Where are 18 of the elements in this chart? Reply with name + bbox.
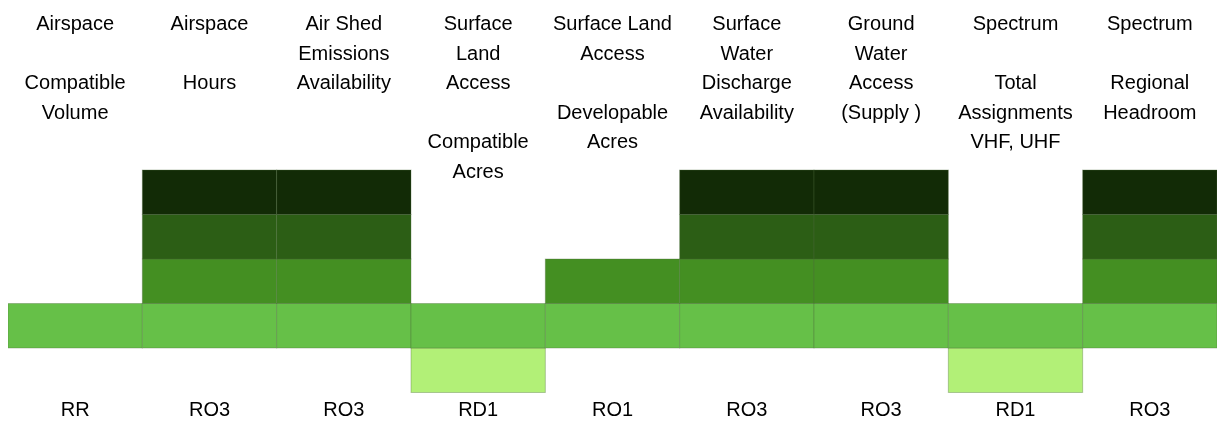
text: RO3: [726, 398, 768, 420]
text: RO3: [1129, 398, 1171, 420]
text: RO3: [323, 398, 365, 420]
text: RD1: [995, 398, 1036, 420]
category-label: Spectrum Total Assignments VHF, UHF: [958, 12, 1073, 152]
category-label: Surface Land Access Compatible Acres: [427, 12, 529, 182]
text: RD1: [458, 398, 499, 420]
text: RR: [60, 398, 90, 420]
x-tick-label: Ground Water Access (Supply ): [841, 12, 922, 123]
category-label: Airspace Compatible Volume: [24, 12, 126, 123]
text: RO3: [860, 398, 902, 420]
category-label: Airspace Hours: [170, 12, 249, 93]
category-label: Surface Land Access Developable Acres: [553, 12, 672, 152]
x-tick-label: Air Shed Emissions Availability: [296, 12, 391, 93]
category-label: Spectrum Regional Headroom: [1103, 12, 1197, 123]
x-tick-label: Surface Water Discharge Availability: [699, 12, 794, 123]
text: RO3: [188, 398, 231, 420]
text: RO1: [591, 398, 634, 420]
